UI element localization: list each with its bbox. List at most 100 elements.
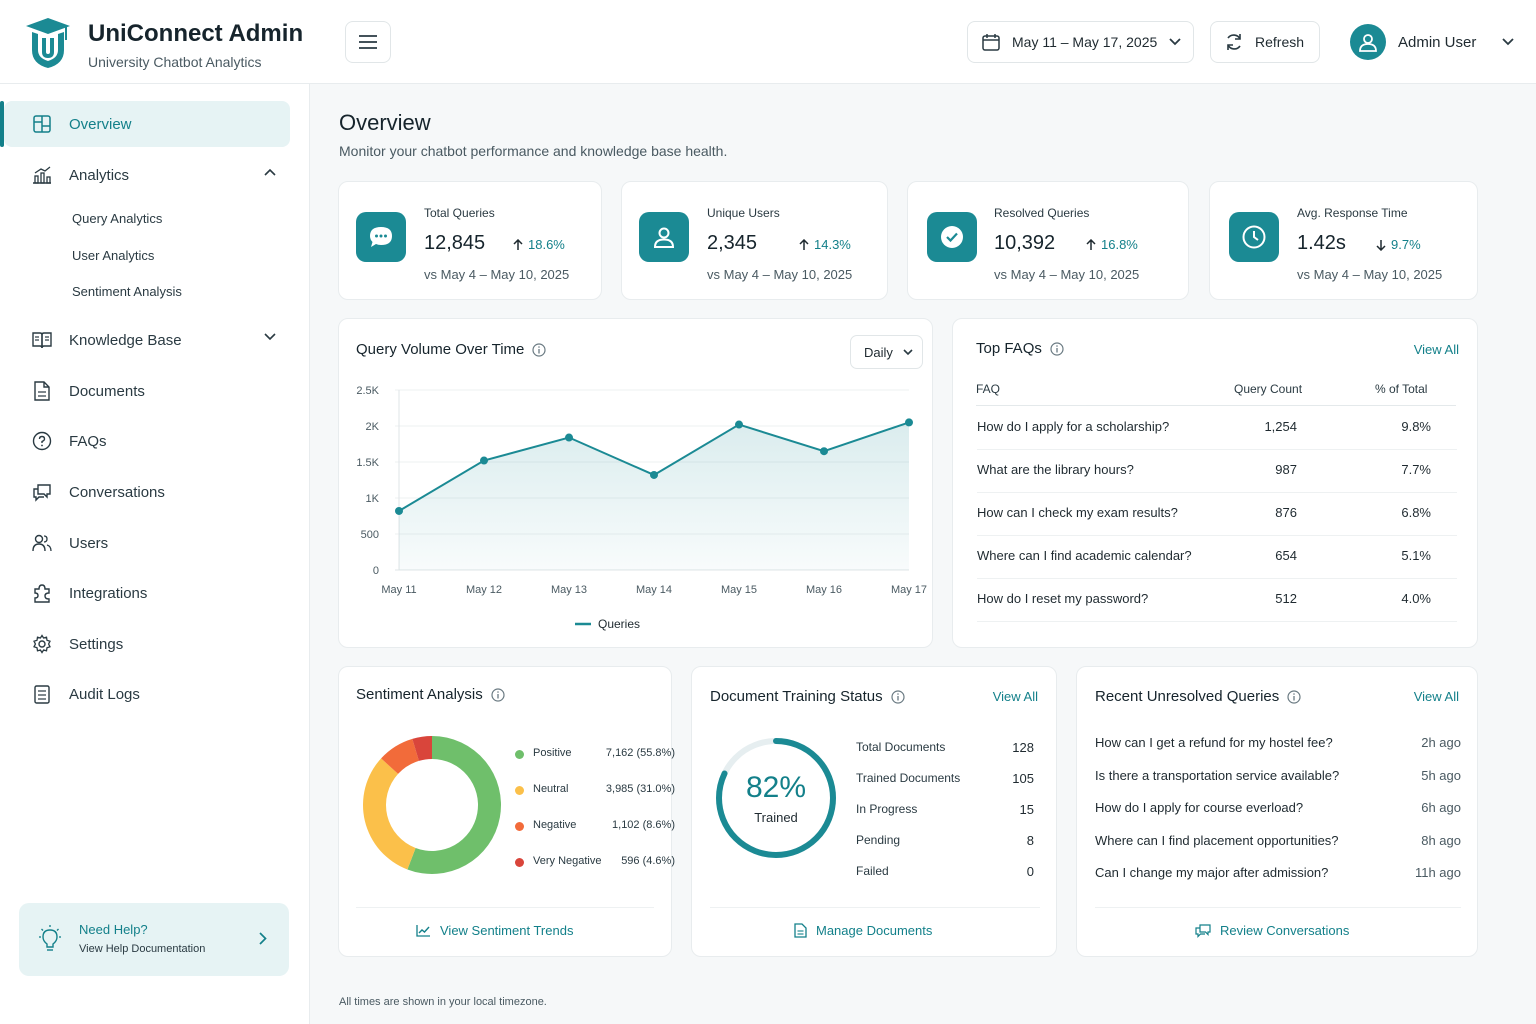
donut-slice[interactable] — [412, 736, 432, 761]
app-title: UniConnect Admin — [88, 20, 304, 47]
help-subtitle: View Help Documentation — [79, 943, 206, 955]
column-header-query-count[interactable]: Query Count — [1234, 382, 1303, 396]
sidebar-item-conversations[interactable]: Conversations — [0, 469, 310, 515]
y-tick-label: 500 — [361, 529, 379, 541]
legend-value: 596 (4.6%) — [621, 855, 675, 867]
data-point[interactable] — [735, 420, 743, 429]
training-view-all-link[interactable]: View All — [992, 689, 1038, 704]
list-item[interactable]: Is there a transportation service availa… — [1095, 768, 1461, 784]
sentiment-title: Sentiment Analysis — [356, 686, 483, 703]
query-volume-title: Query Volume Over Time — [356, 341, 525, 358]
faq-question: How can I check my exam results? — [977, 505, 1178, 520]
menu-toggle-button[interactable] — [345, 21, 391, 63]
donut-slice[interactable] — [381, 738, 419, 774]
user-menu[interactable]: Admin User — [1350, 23, 1514, 61]
stat-label: Pending — [856, 833, 901, 847]
kpi-card-resolved-queries: Resolved Queries 10,392 16.8% vs May 4 –… — [907, 181, 1189, 300]
list-item[interactable]: Where can I find placement opportunities… — [1095, 833, 1461, 849]
divider — [1095, 907, 1461, 908]
table-row[interactable]: How do I reset my password? 512 4.0% — [977, 579, 1457, 622]
y-tick-label: 2K — [366, 421, 380, 433]
sidebar-item-label: Documents — [69, 382, 145, 400]
unresolved-queries-card: Recent Unresolved Queries View All How c… — [1076, 666, 1478, 957]
data-point[interactable] — [905, 418, 913, 427]
query-time: 5h ago — [1421, 767, 1461, 783]
list-item[interactable]: How do I apply for course everload? 6h ag… — [1095, 800, 1461, 816]
user-icon — [639, 212, 689, 262]
card-title: Top FAQs — [976, 340, 1064, 357]
chat-icon — [1195, 923, 1211, 938]
table-row[interactable]: Where can I find academic calendar? 654 5.… — [977, 536, 1457, 579]
kpi-compare: vs May 4 – May 10, 2025 — [707, 267, 853, 282]
kpi-delta: 14.3% — [799, 237, 851, 252]
sidebar-item-knowledge-base[interactable]: Knowledge Base — [0, 317, 310, 363]
date-range-picker[interactable]: May 11 – May 17, 2025 — [967, 21, 1194, 63]
unresolved-view-all-link[interactable]: View All — [1413, 689, 1459, 704]
sidebar-item-users[interactable]: Users — [0, 520, 310, 566]
sidebar-item-label: Integrations — [69, 584, 148, 602]
legend-name: Very Negative — [533, 855, 602, 867]
faq-count: 987 — [1275, 462, 1297, 477]
table-row[interactable]: How do I apply for a scholarship? 1,254 9.… — [977, 407, 1457, 450]
table-row[interactable]: How can I check my exam results? 876 6.8% — [977, 493, 1457, 536]
table-row[interactable]: What are the library hours? 987 7.7% — [977, 450, 1457, 493]
sidebar-subitem-user-analytics[interactable]: User Analytics — [72, 248, 155, 263]
help-circle-icon — [32, 431, 52, 451]
sentiment-card: Sentiment Analysis Positive 7,162 (55.8%)… — [338, 666, 675, 957]
column-header-faq[interactable]: FAQ — [976, 382, 1001, 396]
y-tick-label: 1K — [366, 493, 380, 505]
info-icon[interactable] — [532, 342, 547, 357]
sidebar-item-settings[interactable]: Settings — [0, 621, 310, 667]
data-point[interactable] — [395, 506, 403, 515]
kpi-value: 12,845 — [424, 232, 486, 254]
view-sentiment-trends-link[interactable]: View Sentiment Trends — [416, 923, 573, 938]
puzzle-icon — [32, 583, 52, 603]
query-time: 11h ago — [1414, 865, 1461, 880]
kpi-card-unique-users: Unique Users 2,345 14.3% vs May 4 – May … — [621, 181, 888, 300]
info-icon[interactable] — [491, 687, 505, 702]
help-card[interactable]: Need Help? View Help Documentation — [19, 903, 289, 976]
faqs-view-all-link[interactable]: View All — [1413, 342, 1459, 357]
sidebar-item-analytics[interactable]: Analytics — [0, 152, 310, 198]
data-point[interactable] — [820, 447, 828, 456]
donut-slice[interactable] — [363, 758, 416, 870]
data-point[interactable] — [480, 456, 488, 465]
stat-label: Trained Documents — [856, 771, 961, 785]
sidebar-subitem-sentiment-analysis[interactable]: Sentiment Analysis — [72, 284, 182, 299]
sidebar-item-integrations[interactable]: Integrations — [0, 570, 310, 616]
sidebar-item-label: Conversations — [69, 483, 165, 501]
stat-value: 128 — [1012, 740, 1034, 755]
list-item[interactable]: Can I change my major after admission? 11… — [1095, 865, 1461, 881]
list-item[interactable]: How can I get a refund for my hostel fee… — [1095, 735, 1461, 751]
query-time: 8h ago — [1421, 832, 1461, 848]
sidebar-subitem-query-analytics[interactable]: Query Analytics — [72, 211, 163, 226]
faq-question: How do I apply for a scholarship? — [977, 419, 1170, 434]
donut-slice[interactable] — [407, 736, 501, 874]
refresh-button[interactable]: Refresh — [1210, 21, 1320, 63]
data-point[interactable] — [650, 470, 658, 479]
info-icon[interactable] — [890, 689, 905, 704]
column-header-percent[interactable]: % of Total — [1375, 382, 1428, 396]
x-tick-label: May 13 — [551, 584, 587, 596]
clock-icon — [1229, 212, 1279, 262]
review-conversations-link[interactable]: Review Conversations — [1195, 923, 1349, 938]
info-icon[interactable] — [1287, 689, 1301, 704]
bar-chart-icon — [32, 165, 52, 185]
info-icon[interactable] — [1050, 341, 1064, 356]
top-faqs-title: Top FAQs — [976, 340, 1042, 357]
arrow-up-icon — [799, 238, 809, 250]
avatar — [1350, 24, 1386, 60]
sidebar-item-overview[interactable]: Overview — [0, 101, 290, 147]
sidebar-item-documents[interactable]: Documents — [0, 368, 310, 414]
card-title: Query Volume Over Time — [356, 341, 547, 358]
manage-documents-link[interactable]: Manage Documents — [794, 923, 932, 938]
data-point[interactable] — [565, 433, 573, 442]
period-select[interactable]: Daily — [850, 335, 923, 369]
top-faqs-card: Top FAQs View All FAQ Query Count % of T… — [952, 318, 1478, 648]
sidebar-item-faqs[interactable]: FAQs — [0, 418, 310, 464]
x-tick-label: May 12 — [466, 584, 502, 596]
calendar-icon — [982, 34, 1000, 51]
sidebar-item-audit-logs[interactable]: Audit Logs — [0, 671, 310, 717]
y-tick-label: 1.5K — [356, 457, 379, 469]
legend-value: 3,985 (31.0%) — [605, 783, 675, 795]
